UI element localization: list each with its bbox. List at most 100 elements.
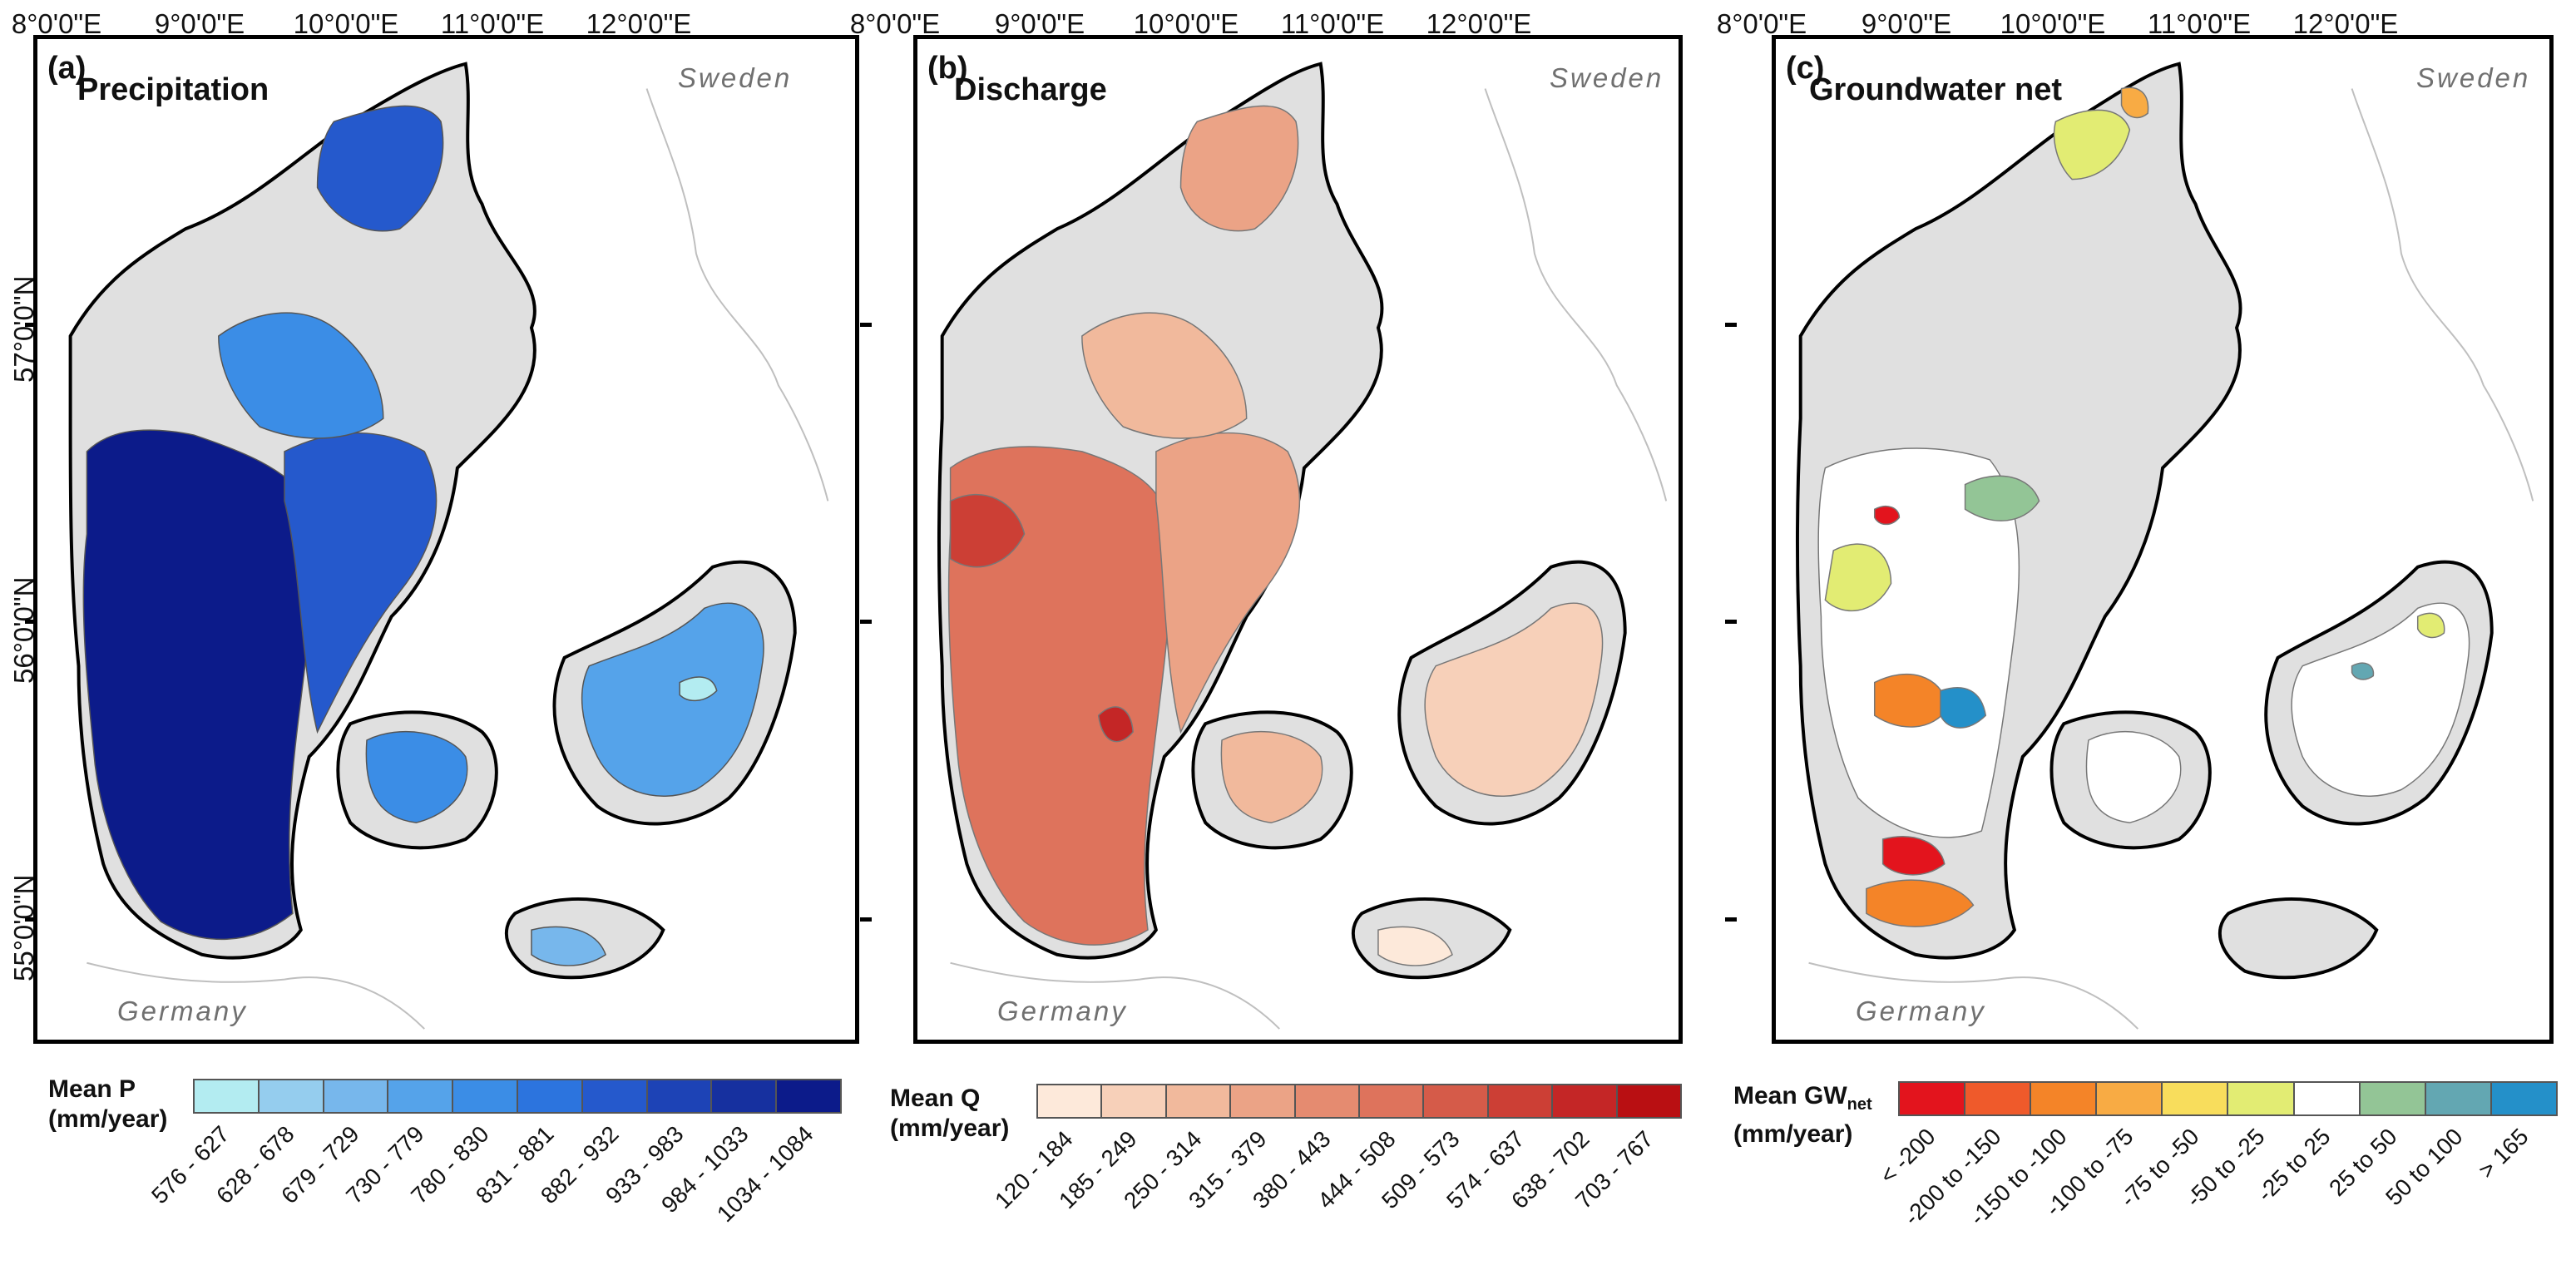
catchment-funen: [365, 730, 468, 823]
lon-label-8e: 8°0'0"E: [1716, 8, 1807, 39]
legend-title-subscript: net: [1847, 1095, 1872, 1114]
legend-swatch: [1102, 1085, 1167, 1117]
catchment-zealand: [581, 602, 764, 797]
legend-swatch: [2360, 1083, 2426, 1114]
panel-title-c: Groundwater net: [1809, 72, 2063, 107]
lon-label-10e: 10°0'0"E: [293, 8, 399, 39]
lon-label-12e: 12°0'0"E: [2292, 8, 2399, 39]
lon-label-12e: 12°0'0"E: [586, 8, 692, 39]
lon-label-11e: 11°0'0"E: [2147, 8, 2252, 39]
legend-swatch: [2491, 1083, 2556, 1114]
legend-title-c: Mean GWnet (mm/year): [1733, 1081, 1872, 1149]
catchment-zealand: [1424, 602, 1604, 797]
catchment-ringkobing: [949, 493, 1026, 568]
catchment-north: [1081, 312, 1248, 439]
legend-title-line1: Mean P: [48, 1075, 136, 1103]
catchment-red: [1873, 506, 1901, 526]
panel-tag-b: (b): [927, 51, 968, 86]
catchment-zealand-yellow: [2416, 612, 2445, 639]
map-frame-a: (a) Precipitation Sweden Germany: [33, 35, 859, 1044]
legend-swatch: [2031, 1083, 2098, 1114]
catchment-west-yellow: [1824, 543, 1892, 612]
catchment-copenhagen: [679, 676, 718, 702]
legend-swatch: [582, 1080, 648, 1112]
lat-tick: [1725, 323, 1737, 327]
legend-swatch: [2097, 1083, 2163, 1114]
catchment-lolland: [531, 926, 606, 966]
catchment-yellow-north: [2053, 109, 2131, 180]
lon-label-10e: 10°0'0"E: [1133, 8, 1239, 39]
catchment-blue: [1940, 687, 1987, 729]
catchment-red-south: [1881, 836, 1946, 876]
legend-swatch: [1360, 1085, 1425, 1117]
legend-title-a: Mean P (mm/year): [48, 1075, 167, 1134]
legend-swatch: [517, 1080, 583, 1112]
legend-title-line2: (mm/year): [890, 1114, 1010, 1142]
catchment-high-q: [1097, 706, 1134, 743]
legend-label: -150 to -100: [1965, 1123, 2072, 1231]
legend-swatch: [259, 1080, 324, 1112]
legend-colorbar-a: [193, 1079, 842, 1114]
legend-swatch: [1424, 1085, 1489, 1117]
catchment-west: [947, 446, 1174, 946]
legend-colorbar-c: [1898, 1081, 2558, 1116]
germany-border: [1808, 961, 2139, 1030]
map-frame-b: (b) Discharge Sweden Germany: [913, 35, 1683, 1044]
sweden-coastline: [645, 88, 829, 502]
label-sweden-c: Sweden: [2416, 62, 2531, 93]
catchment-zealand-teal: [2351, 662, 2375, 680]
legend-swatch: [453, 1080, 518, 1112]
lat-tick: [25, 917, 37, 922]
catchment-orange-south: [1866, 879, 1975, 927]
legend-swatch: [1038, 1085, 1103, 1117]
legend-swatch: [1965, 1083, 2032, 1114]
legend-swatch: [388, 1080, 454, 1112]
legend-swatch: [195, 1080, 260, 1112]
catchment-vendsyssel: [1179, 105, 1299, 232]
panel-tag-a: (a): [47, 51, 87, 86]
lon-label-9e: 9°0'0"E: [994, 8, 1085, 39]
map-denmark-b: [937, 62, 1668, 1030]
legend-swatch: [1553, 1085, 1618, 1117]
lolland-land: [2218, 897, 2379, 980]
lon-label-11e: 11°0'0"E: [1280, 8, 1385, 39]
catchment-funen: [2085, 730, 2182, 823]
panel-title-a: Precipitation: [77, 72, 269, 107]
catchment-east: [1155, 432, 1301, 734]
legend-title-line2: (mm/year): [1733, 1120, 1853, 1148]
legend-swatch: [1295, 1085, 1361, 1117]
germany-border: [87, 961, 425, 1030]
panel-title-b: Discharge: [954, 72, 1107, 107]
lon-label-8e: 8°0'0"E: [849, 8, 941, 39]
legend-swatch: [1166, 1085, 1232, 1117]
legend-swatch: [1488, 1085, 1554, 1117]
panel-tag-c: (c): [1786, 51, 1825, 86]
legend-swatch: [2425, 1083, 2492, 1114]
lon-label-8e: 8°0'0"E: [11, 8, 102, 39]
map-denmark-c: [1795, 62, 2534, 1030]
legend-swatch: [1231, 1085, 1296, 1117]
legend-swatch: [2294, 1083, 2361, 1114]
sweden-coastline: [1484, 88, 1668, 502]
lat-tick: [25, 323, 37, 327]
legend-swatch: [324, 1080, 389, 1112]
catchment-east: [284, 432, 438, 734]
germany-border: [950, 961, 1280, 1030]
catchment-north: [218, 312, 384, 439]
lat-tick: [860, 620, 872, 624]
label-germany-c: Germany: [1856, 996, 1986, 1026]
legend-title-text: Mean GW: [1733, 1082, 1847, 1109]
catchment-west: [82, 429, 314, 941]
legend-colorbar-b: [1036, 1084, 1682, 1119]
legend-swatch: [777, 1080, 840, 1112]
catchment-lolland: [1377, 926, 1453, 966]
legend-swatch: [1900, 1083, 1966, 1114]
label-sweden-a: Sweden: [678, 62, 793, 93]
map-denmark-a: [68, 62, 829, 1030]
legend-swatch: [2163, 1083, 2229, 1114]
legend-title-b: Mean Q (mm/year): [890, 1084, 1009, 1144]
lat-tick: [860, 917, 872, 922]
label-sweden-b: Sweden: [1550, 62, 1664, 93]
legend-label: 1034 - 1084: [711, 1120, 818, 1228]
lon-label-11e: 11°0'0"E: [440, 8, 545, 39]
